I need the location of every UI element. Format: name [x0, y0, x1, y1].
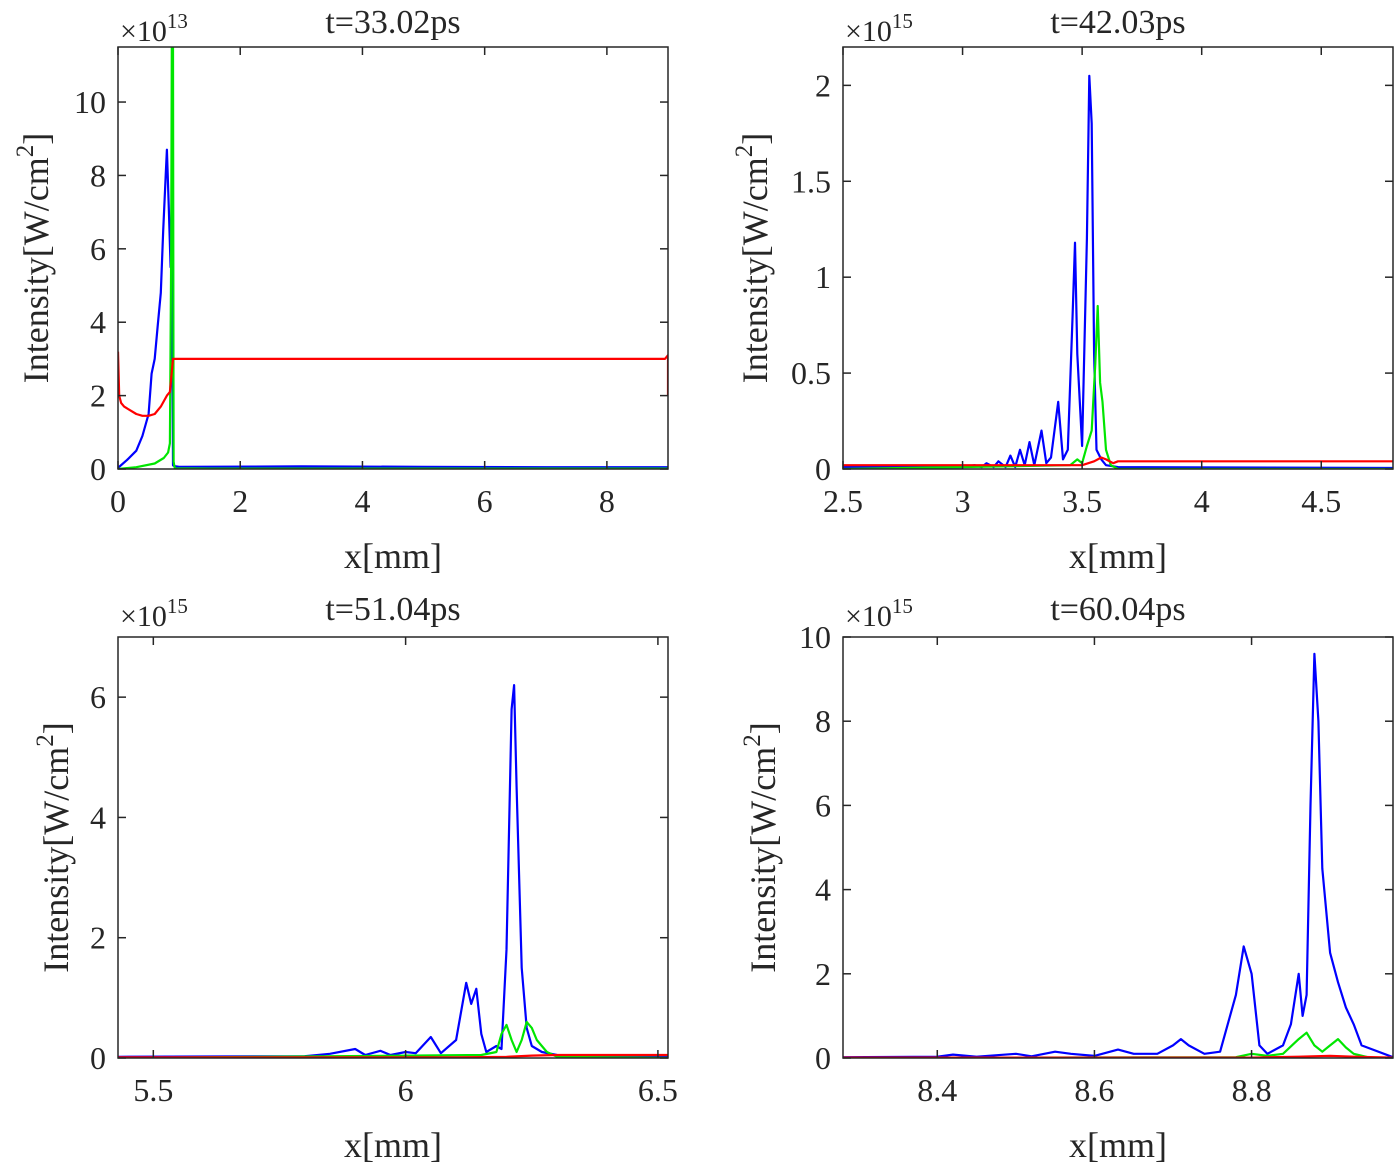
y-axis-label: Intensity[W/cm2]	[12, 133, 56, 383]
x-tick-label: 8.4	[917, 1072, 957, 1108]
x-tick-label: 8	[599, 483, 615, 519]
y-tick-label: 6	[90, 231, 106, 267]
y-tick-label: 6	[815, 787, 831, 823]
x-axis-label: x[mm]	[344, 1125, 442, 1165]
subplot-t33: t=33.02ps ×1013 Intensity[W/cm2] x[mm] 0…	[12, 4, 669, 576]
series-line-blue	[843, 652, 1393, 1058]
subplot-t60: t=60.04ps ×1015 Intensity[W/cm2] x[mm] 8…	[739, 591, 1394, 1165]
series-group	[118, 683, 668, 1058]
y-tick-label: 8	[90, 157, 106, 193]
y-tick-label: 1.5	[791, 163, 831, 199]
x-tick-label: 6	[477, 483, 493, 519]
x-tick-label: 5.5	[133, 1072, 173, 1108]
y-axis-label: Intensity[W/cm2]	[731, 133, 775, 383]
x-tick-label: 3	[955, 483, 971, 519]
x-tick-label: 8.8	[1232, 1072, 1272, 1108]
y-tick-label: 2	[815, 67, 831, 103]
x-tick-label: 2.5	[823, 483, 863, 519]
series-group	[118, 47, 668, 469]
series-line-green	[118, 1020, 668, 1058]
x-tick-label: 4.5	[1301, 483, 1341, 519]
y-tick-label: 4	[90, 799, 106, 835]
axes-box	[842, 636, 1394, 1059]
x-tick-label: 4	[354, 483, 370, 519]
y-tick-label: 0	[815, 451, 831, 487]
exponent-label: ×1015	[845, 594, 913, 633]
y-tick-label: 1	[815, 259, 831, 295]
subplot-title: t=42.03ps	[1050, 4, 1185, 41]
axes-box	[117, 636, 669, 1059]
x-tick-label: 6	[398, 1072, 414, 1108]
subplot-title: t=51.04ps	[325, 591, 460, 628]
series-line-green	[118, 47, 668, 469]
y-tick-label: 4	[90, 304, 106, 340]
series-line-blue	[118, 148, 668, 469]
y-tick-label: 2	[90, 920, 106, 956]
x-tick-label: 0	[110, 483, 126, 519]
x-tick-label: 2	[232, 483, 248, 519]
series-group	[843, 74, 1393, 469]
y-tick-label: 0	[815, 1040, 831, 1076]
x-tick-label: 3.5	[1062, 483, 1102, 519]
y-tick-label: 0.5	[791, 355, 831, 391]
series-line-green	[843, 1031, 1393, 1058]
series-line-red	[843, 456, 1393, 467]
y-tick-label: 4	[815, 872, 831, 908]
series-line-green	[843, 304, 1393, 469]
x-axis-label: x[mm]	[1069, 536, 1167, 576]
axes-box	[117, 46, 669, 470]
y-tick-label: 8	[815, 703, 831, 739]
series-line-blue	[118, 683, 668, 1058]
y-tick-label: 0	[90, 1040, 106, 1076]
y-axis-label: Intensity[W/cm2]	[739, 722, 783, 972]
y-tick-label: 10	[799, 619, 831, 655]
x-tick-label: 6.5	[638, 1072, 678, 1108]
exponent-label: ×1015	[120, 594, 188, 633]
subplot-title: t=33.02ps	[325, 4, 460, 41]
exponent-label: ×1015	[845, 9, 913, 48]
x-axis-label: x[mm]	[1069, 1125, 1167, 1165]
axes-box	[842, 46, 1394, 470]
y-tick-label: 2	[90, 378, 106, 414]
subplot-t51: t=51.04ps ×1015 Intensity[W/cm2] x[mm] 5…	[32, 591, 678, 1165]
y-axis-label: Intensity[W/cm2]	[32, 722, 76, 972]
y-tick-label: 10	[74, 84, 106, 120]
x-tick-label: 4	[1194, 483, 1210, 519]
series-line-red	[118, 351, 668, 417]
x-tick-label: 8.6	[1074, 1072, 1114, 1108]
series-line-blue	[843, 74, 1393, 469]
y-tick-label: 6	[90, 679, 106, 715]
exponent-label: ×1013	[120, 9, 188, 48]
series-group	[843, 652, 1393, 1058]
subplot-title: t=60.04ps	[1050, 591, 1185, 628]
y-tick-label: 0	[90, 451, 106, 487]
x-axis-label: x[mm]	[344, 536, 442, 576]
subplot-t42: t=42.03ps ×1015 Intensity[W/cm2] x[mm] 2…	[731, 4, 1394, 576]
y-tick-label: 2	[815, 956, 831, 992]
